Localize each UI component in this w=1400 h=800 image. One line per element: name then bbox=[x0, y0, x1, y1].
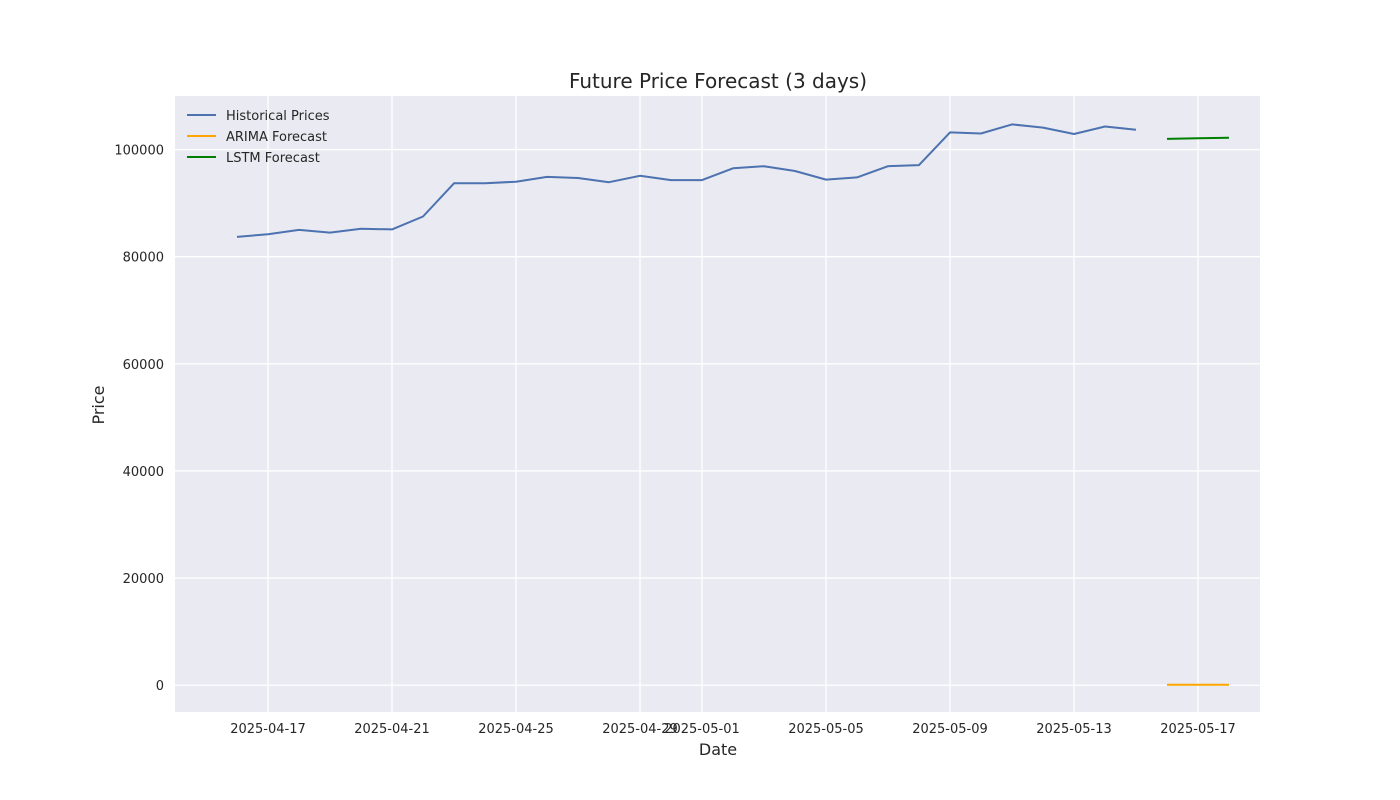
x-tick-label: 2025-04-21 bbox=[354, 722, 430, 737]
y-axis-ticks: 0 20000 40000 60000 80000 100000 bbox=[114, 144, 164, 695]
x-tick-label: 2025-05-05 bbox=[788, 722, 864, 737]
y-tick-label: 60000 bbox=[123, 358, 164, 373]
y-tick-label: 80000 bbox=[123, 251, 164, 266]
grid-lines bbox=[175, 96, 1260, 712]
chart-title: Future Price Forecast (3 days) bbox=[569, 69, 867, 93]
series-line-0 bbox=[236, 123, 1137, 238]
y-axis-label: Price bbox=[89, 385, 108, 424]
legend-label: Historical Prices bbox=[226, 109, 330, 124]
series-line-2 bbox=[1166, 136, 1230, 140]
x-axis-label: Date bbox=[699, 740, 737, 759]
x-tick-label: 2025-04-17 bbox=[230, 722, 306, 737]
x-tick-label: 2025-05-17 bbox=[1160, 722, 1236, 737]
y-tick-label: 100000 bbox=[114, 144, 164, 159]
legend-label: ARIMA Forecast bbox=[226, 130, 327, 145]
x-tick-label: 2025-05-09 bbox=[912, 722, 988, 737]
y-tick-label: 0 bbox=[156, 679, 164, 694]
y-tick-label: 20000 bbox=[123, 572, 164, 587]
x-tick-label: 2025-05-01 bbox=[664, 722, 740, 737]
plot-area bbox=[175, 96, 1260, 712]
y-tick-label: 40000 bbox=[123, 465, 164, 480]
x-tick-label: 2025-04-25 bbox=[478, 722, 554, 737]
x-tick-label: 2025-05-13 bbox=[1036, 722, 1112, 737]
legend-label: LSTM Forecast bbox=[226, 151, 320, 166]
x-axis-ticks: 2025-04-17 2025-04-21 2025-04-25 2025-04-29… bbox=[230, 722, 1236, 737]
series-lines bbox=[236, 123, 1230, 686]
x-tick-label: 2025-04-29 bbox=[602, 722, 678, 737]
legend: Historical Prices ARIMA Forecast LSTM Fore… bbox=[187, 109, 330, 166]
